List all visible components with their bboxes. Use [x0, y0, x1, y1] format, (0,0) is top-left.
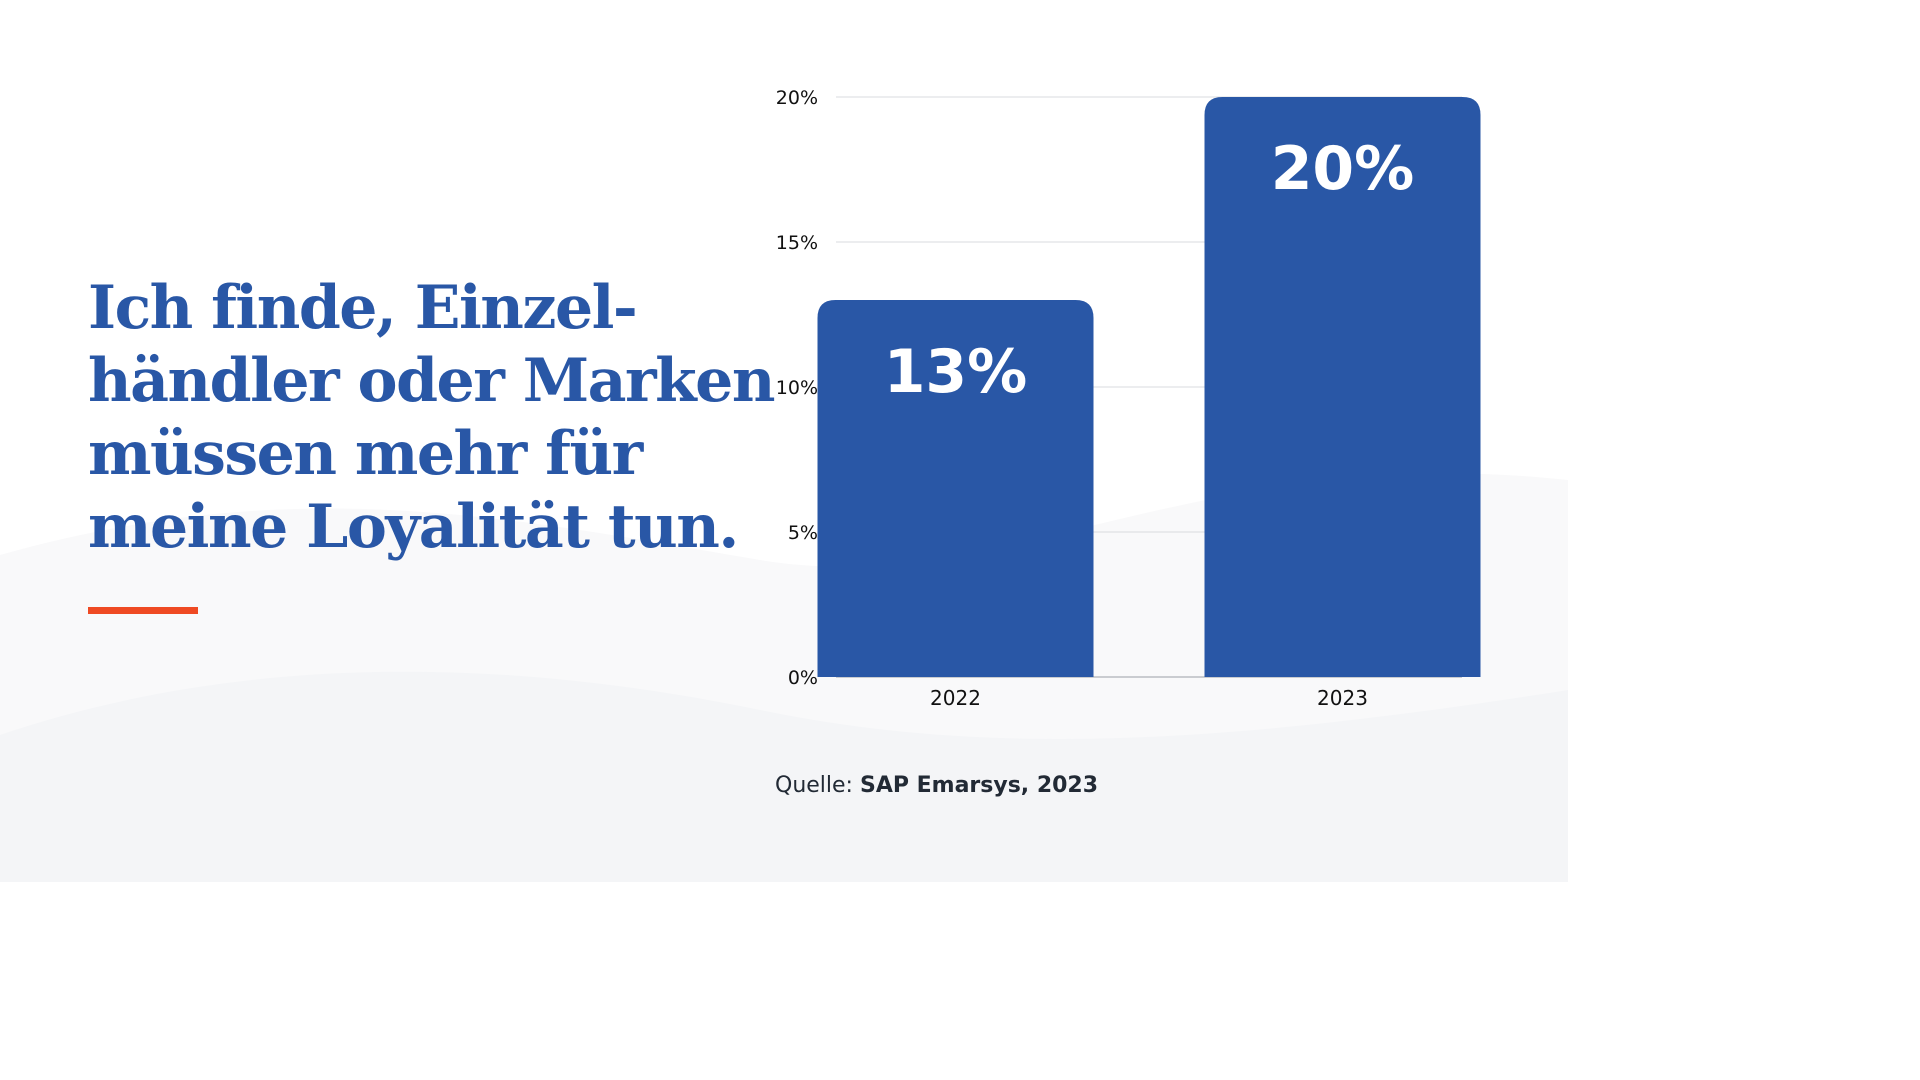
y-tick-label: 10% [776, 377, 818, 399]
bar-2023 [1204, 97, 1481, 677]
accent-rule [88, 607, 198, 614]
data-label-2023: 20% [1271, 134, 1415, 204]
bar-2022 [817, 300, 1094, 677]
y-tick-label: 0% [788, 667, 818, 689]
headline: Ich finde, Einzel- händler oder Marken m… [88, 272, 775, 564]
headline-line-3: müssen mehr für [88, 419, 643, 489]
source-prefix: Quelle: [775, 773, 853, 798]
y-tick-label: 20% [776, 87, 818, 109]
background-waves [0, 671, 1568, 882]
source-note: Quelle: SAP Emarsys, 2023 [775, 773, 1098, 798]
headline-line-4: meine Loyalität tun. [88, 492, 739, 562]
headline-line-1: Ich finde, Einzel- [88, 273, 638, 343]
y-tick-label: 5% [788, 522, 818, 544]
x-tick-label-2022: 2022 [930, 686, 981, 710]
y-tick-label: 15% [776, 232, 818, 254]
x-tick-label-2023: 2023 [1317, 686, 1368, 710]
data-label-2022: 13% [884, 337, 1028, 407]
bar-chart: 0% 5% 10% 15% 20% 13% 2022 20% 2023 [776, 87, 1481, 710]
source-name: SAP Emarsys, 2023 [859, 773, 1099, 798]
headline-line-2: händler oder Marken [88, 346, 775, 416]
